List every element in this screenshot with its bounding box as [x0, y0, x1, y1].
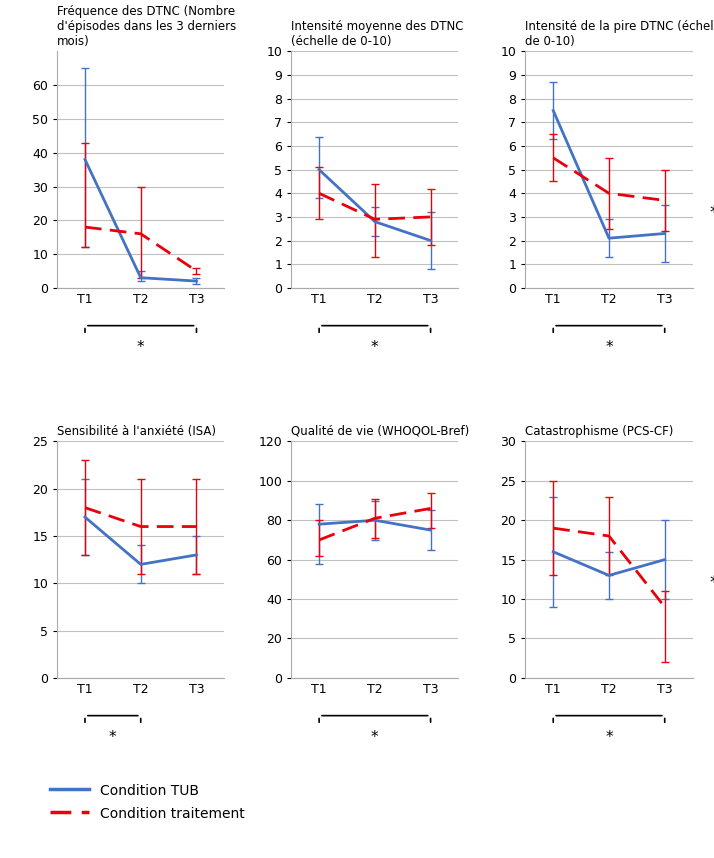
Text: Intensité moyenne des DTNC
(échelle de 0-10): Intensité moyenne des DTNC (échelle de 0… — [291, 20, 463, 47]
Text: *: * — [709, 574, 714, 592]
Text: Sensibilité à l'anxiété (ISA): Sensibilité à l'anxiété (ISA) — [57, 425, 216, 438]
Text: *: * — [605, 730, 613, 745]
Text: *: * — [371, 730, 378, 745]
Text: Intensité de la pire DTNC (échelle
de 0-10): Intensité de la pire DTNC (échelle de 0-… — [526, 20, 714, 47]
Text: *: * — [709, 204, 714, 222]
Text: Catastrophisme (PCS-CF): Catastrophisme (PCS-CF) — [526, 425, 674, 438]
Text: *: * — [137, 340, 144, 355]
Text: Fréquence des DTNC (Nombre
d'épisodes dans les 3 derniers
mois): Fréquence des DTNC (Nombre d'épisodes da… — [57, 4, 236, 47]
Text: *: * — [371, 340, 378, 355]
Text: *: * — [605, 340, 613, 355]
Text: *: * — [109, 730, 116, 745]
Legend: Condition TUB, Condition traitement: Condition TUB, Condition traitement — [50, 783, 244, 821]
Text: Qualité de vie (WHOQOL-Bref): Qualité de vie (WHOQOL-Bref) — [291, 425, 470, 438]
